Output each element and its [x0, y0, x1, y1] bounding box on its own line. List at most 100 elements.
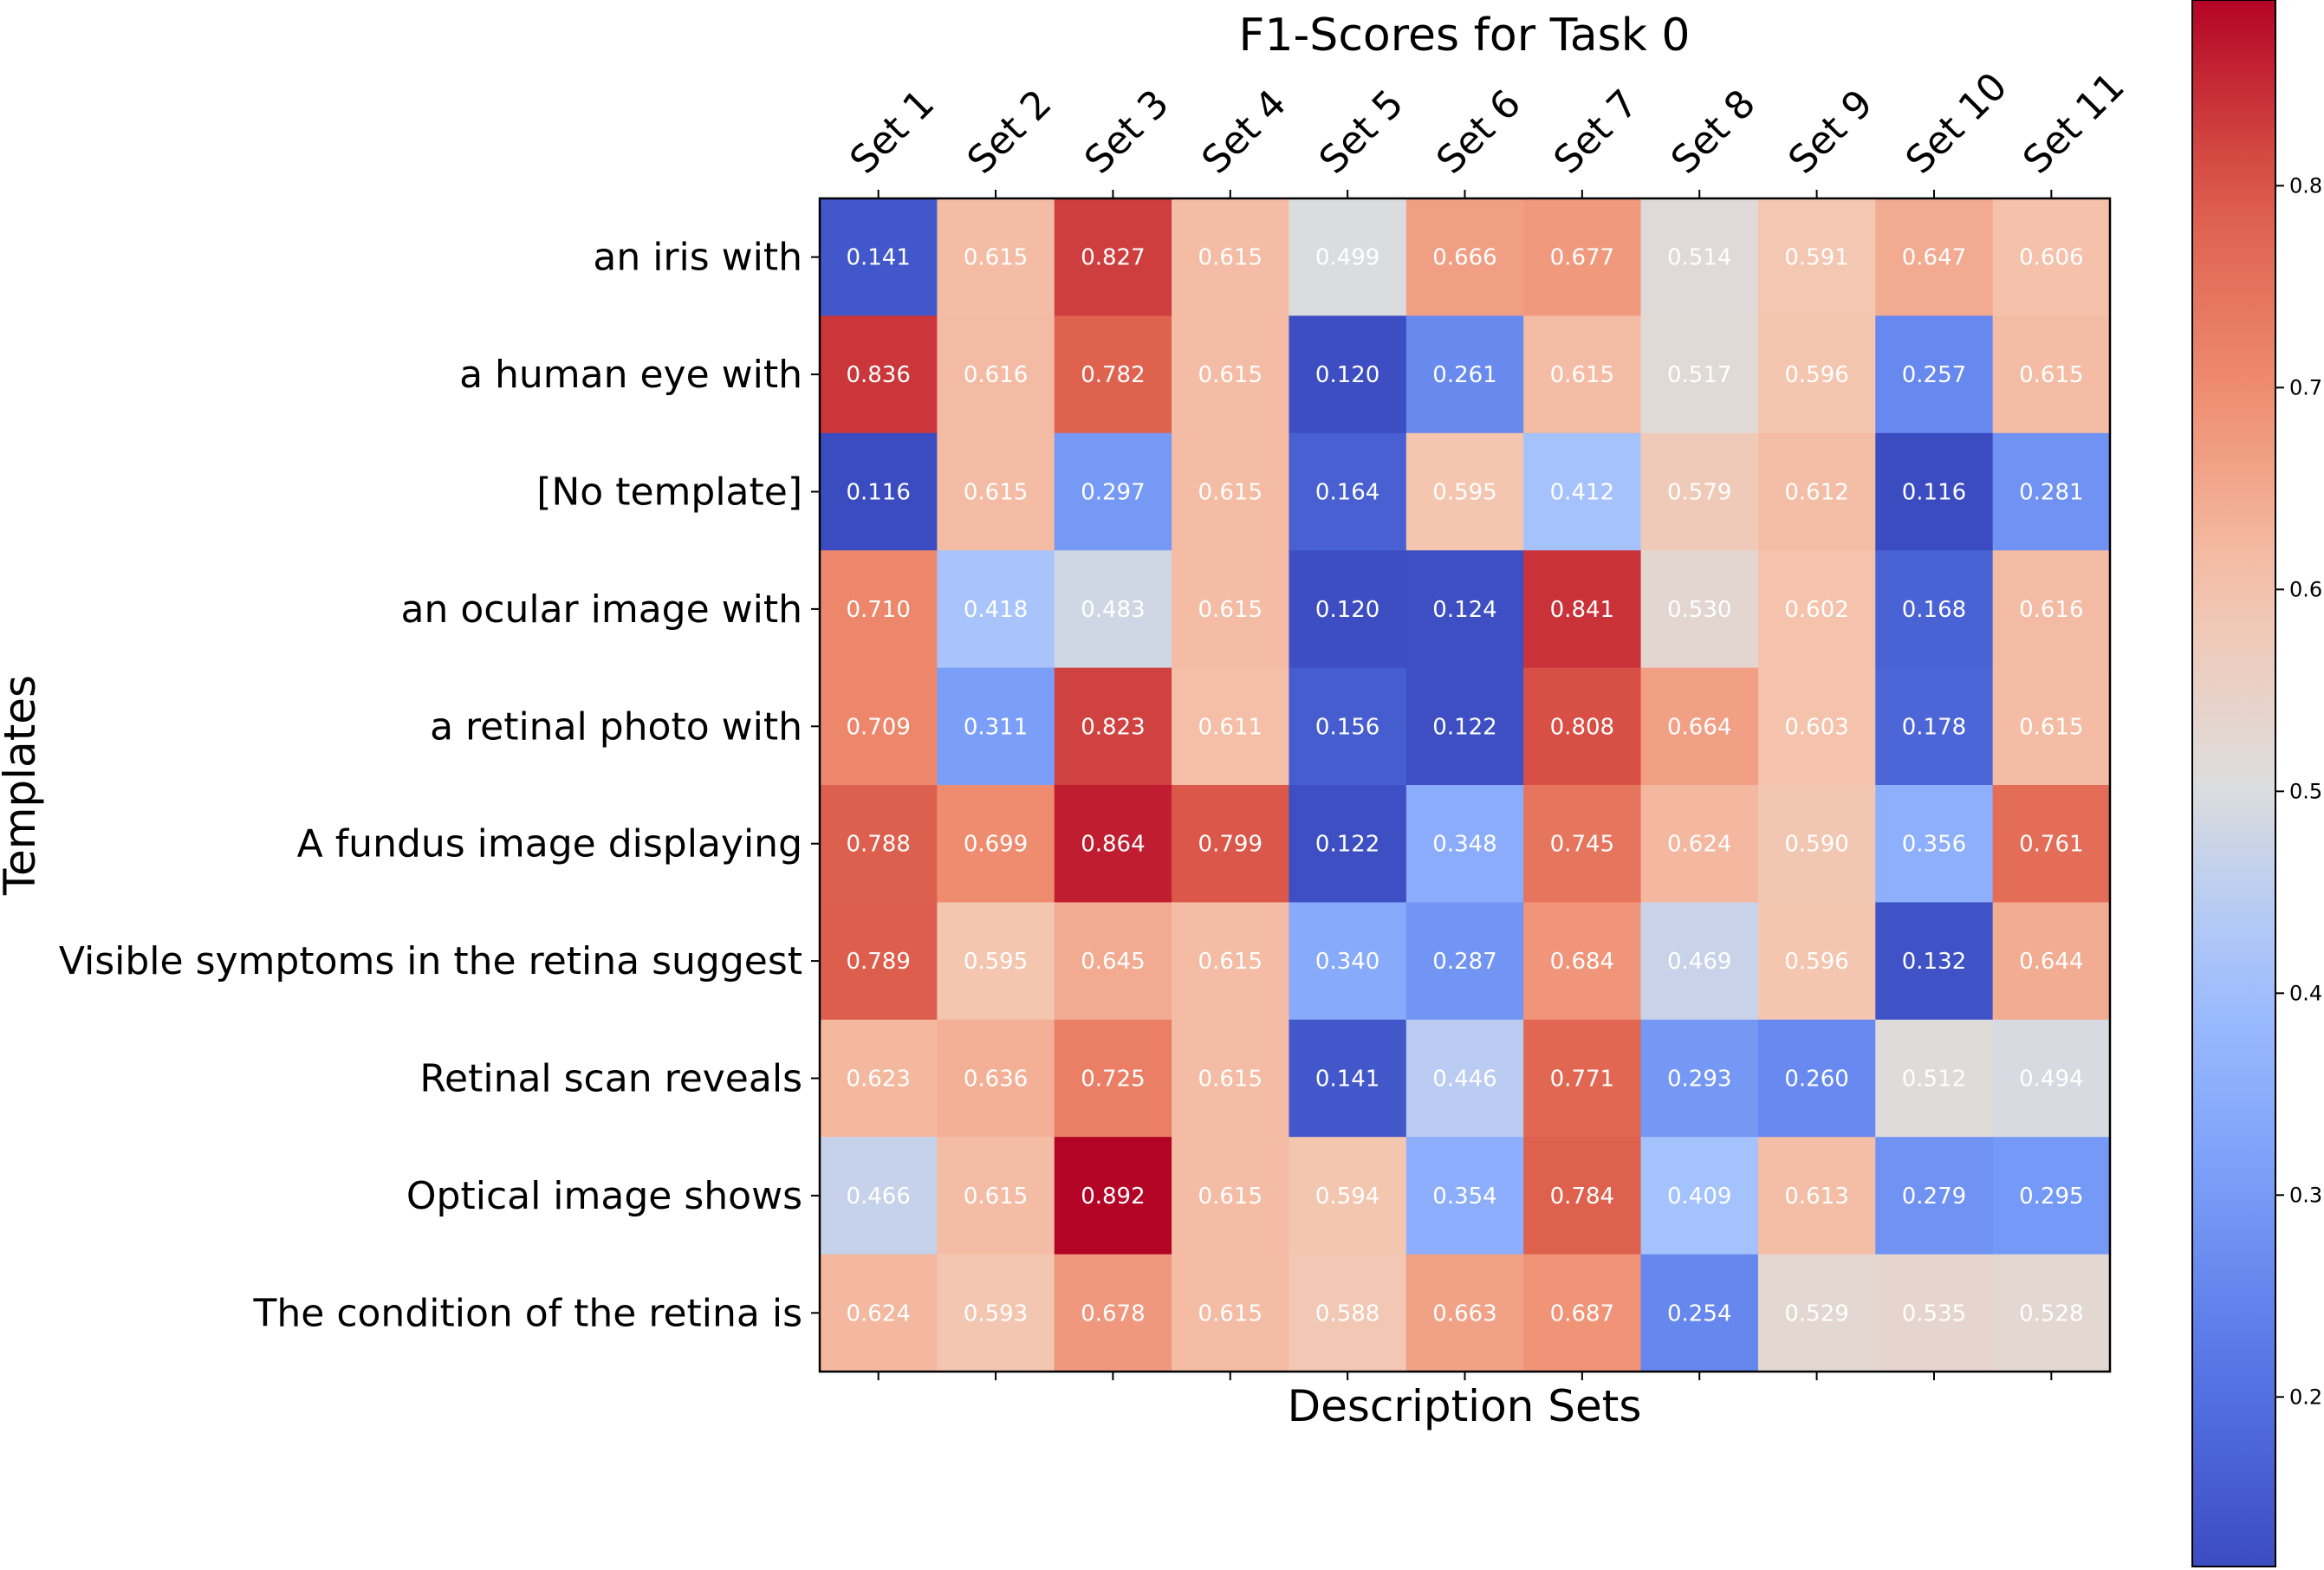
heatmap-cell — [1523, 198, 1642, 316]
heatmap-cell — [1523, 432, 1642, 551]
cell-value-label: 0.499 — [1315, 245, 1379, 271]
cell-value-label: 0.418 — [964, 597, 1028, 623]
colorbar-tick-label: 0.6 — [2289, 577, 2322, 601]
heatmap-cell — [1640, 315, 1759, 434]
colorbar-tick-label: 0.8 — [2289, 173, 2322, 198]
cell-value-label: 0.699 — [964, 832, 1028, 858]
cell-value-label: 0.530 — [1667, 597, 1731, 623]
heatmap-cell — [1992, 432, 2111, 551]
y-axis-ticks: an iris with a human eye with [No template… — [59, 236, 820, 1335]
cell-value-label: 0.124 — [1432, 597, 1496, 623]
cell-value-label: 0.122 — [1432, 714, 1496, 740]
y-tick-label: Optical image shows — [406, 1174, 802, 1218]
heatmap-cell — [1172, 1137, 1290, 1255]
cell-value-label: 0.799 — [1198, 832, 1263, 858]
cell-value-label: 0.529 — [1784, 1301, 1848, 1327]
cell-value-label: 0.311 — [964, 714, 1028, 740]
heatmap-cell — [1992, 1137, 2111, 1255]
heatmap-cell — [937, 198, 1055, 316]
cell-value-label: 0.636 — [964, 1067, 1028, 1093]
cell-value-label: 0.594 — [1315, 1184, 1379, 1210]
cell-value-label: 0.254 — [1667, 1301, 1731, 1327]
cell-value-label: 0.823 — [1081, 714, 1145, 740]
cell-value-label: 0.168 — [1902, 597, 1966, 623]
heatmap-cell — [1640, 1019, 1759, 1138]
heatmap-cell — [1757, 432, 1876, 551]
heatmap-cell — [1289, 432, 1407, 551]
heatmap-cell — [1640, 198, 1759, 316]
cell-value-label: 0.122 — [1315, 832, 1379, 858]
heatmap-cell — [1405, 902, 1524, 1021]
cell-value-label: 0.789 — [846, 949, 910, 975]
x-tick-label: Set 5 — [1311, 81, 1412, 183]
cell-value-label: 0.615 — [2019, 362, 2083, 388]
cell-value-label: 0.710 — [846, 597, 910, 623]
heatmap-cell — [1523, 1137, 1642, 1255]
cell-value-label: 0.677 — [1550, 245, 1614, 271]
heatmap-cell — [1875, 1019, 1994, 1138]
heatmap-cell — [1172, 550, 1290, 669]
colorbar-tick-label: 0.3 — [2289, 1183, 2322, 1207]
cell-value-label: 0.611 — [1198, 714, 1263, 740]
heatmap-cell — [1172, 432, 1290, 551]
cell-value-label: 0.260 — [1784, 1067, 1848, 1093]
x-tick-label: Set 11 — [2015, 64, 2133, 183]
heatmap-cell — [1172, 198, 1290, 316]
cell-value-label: 0.512 — [1902, 1067, 1966, 1093]
x-tick-label: Set 1 — [841, 81, 943, 183]
heatmap-cell — [1405, 198, 1524, 316]
y-tick-label: a human eye with — [459, 353, 802, 397]
heatmap-cell — [1640, 1137, 1759, 1255]
heatmap-cell — [1757, 902, 1876, 1021]
heatmap-cell — [1523, 1019, 1642, 1138]
heatmap-cell — [820, 902, 938, 1021]
heatmap-cell — [1757, 785, 1876, 903]
cell-value-label: 0.784 — [1550, 1184, 1614, 1210]
heatmap-cell — [1640, 902, 1759, 1021]
cell-value-label: 0.615 — [1198, 480, 1263, 506]
cell-value-label: 0.412 — [1550, 480, 1614, 506]
heatmap-cell — [1875, 1137, 1994, 1255]
heatmap-cell — [1054, 1019, 1172, 1138]
cell-value-label: 0.615 — [1198, 362, 1263, 388]
heatmap-cell — [937, 902, 1055, 1021]
heatmap-cell — [1172, 315, 1290, 434]
heatmap-cell — [1289, 1137, 1407, 1255]
cell-value-label: 0.590 — [1784, 832, 1848, 858]
cell-value-label: 0.514 — [1667, 245, 1731, 271]
colorbar-tick-label: 0.7 — [2289, 375, 2322, 399]
x-axis-label: Description Sets — [1288, 1381, 1642, 1431]
heatmap-cell — [1289, 198, 1407, 316]
cell-value-label: 0.615 — [1198, 245, 1263, 271]
cell-value-label: 0.164 — [1315, 480, 1379, 506]
cell-value-label: 0.623 — [846, 1067, 910, 1093]
x-tick-label: Set 2 — [959, 81, 1061, 183]
heatmap-cell — [1172, 667, 1290, 786]
heatmap-cell — [1757, 1019, 1876, 1138]
heatmap-cell — [1054, 432, 1172, 551]
cell-value-label: 0.596 — [1784, 949, 1848, 975]
heatmap-cell — [1875, 550, 1994, 669]
heatmap-cell — [1757, 1254, 1876, 1372]
heatmap-cell — [1992, 198, 2111, 316]
cell-value-label: 0.528 — [2019, 1301, 2083, 1327]
heatmap-cell — [937, 785, 1055, 903]
heatmap-cell — [1992, 1254, 2111, 1372]
heatmap-cell — [1172, 1254, 1290, 1372]
heatmap-cell — [1405, 432, 1524, 551]
heatmap-cell — [1875, 198, 1994, 316]
heatmap-cell — [937, 667, 1055, 786]
cell-value-label: 0.615 — [1550, 362, 1614, 388]
heatmap-cell — [1640, 785, 1759, 903]
cell-value-label: 0.613 — [1784, 1184, 1848, 1210]
cell-value-label: 0.684 — [1550, 949, 1614, 975]
heatmap-cell — [1405, 1254, 1524, 1372]
heatmap-cell — [1054, 1137, 1172, 1255]
cell-value-label: 0.615 — [2019, 714, 2083, 740]
x-tick-label: Set 8 — [1663, 81, 1764, 183]
y-tick-label: Retinal scan reveals — [419, 1057, 802, 1101]
heatmap-cell — [1875, 785, 1994, 903]
heatmap-cell — [1992, 902, 2111, 1021]
x-tick-label: Set 6 — [1428, 81, 1529, 183]
cell-value-label: 0.588 — [1315, 1301, 1379, 1327]
